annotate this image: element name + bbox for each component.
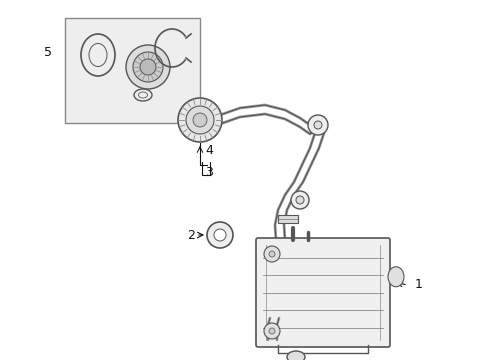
Circle shape [207, 222, 233, 248]
Bar [65, 18, 200, 123]
Circle shape [264, 323, 280, 339]
Circle shape [193, 113, 207, 127]
Ellipse shape [287, 351, 305, 360]
Circle shape [291, 191, 309, 209]
Text: 4: 4 [205, 144, 213, 157]
Ellipse shape [388, 267, 404, 287]
Bar [278, 215, 298, 223]
Circle shape [264, 246, 280, 262]
Circle shape [296, 196, 304, 204]
Circle shape [140, 59, 156, 75]
Circle shape [186, 106, 214, 134]
FancyBboxPatch shape [256, 238, 390, 347]
Circle shape [126, 45, 170, 89]
Circle shape [308, 115, 328, 135]
Text: 2: 2 [187, 229, 195, 242]
Text: 3: 3 [205, 166, 213, 179]
Circle shape [269, 328, 275, 334]
Circle shape [314, 121, 322, 129]
Text: 5: 5 [44, 45, 52, 59]
Circle shape [269, 251, 275, 257]
Ellipse shape [134, 89, 152, 101]
Ellipse shape [89, 44, 107, 67]
Circle shape [214, 229, 226, 241]
Ellipse shape [81, 34, 115, 76]
Circle shape [133, 52, 163, 82]
Ellipse shape [139, 92, 147, 98]
Circle shape [178, 98, 222, 142]
Text: 1: 1 [415, 279, 423, 292]
